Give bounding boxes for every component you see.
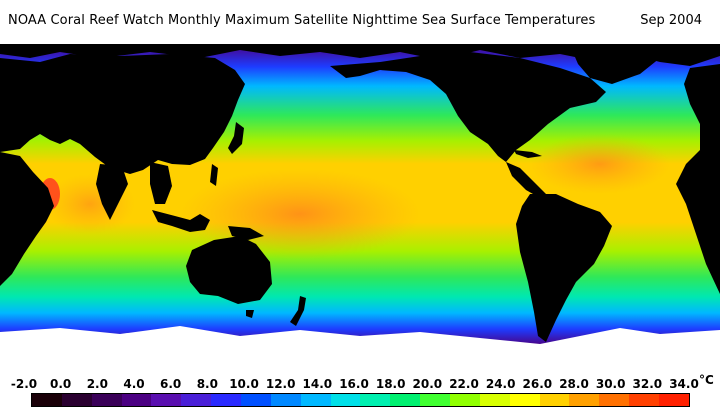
scale-swatch-0 (32, 394, 62, 406)
scale-swatch-12 (390, 394, 421, 406)
scale-tick-label: 26.0 (522, 377, 553, 391)
scale-tick-label: 4.0 (123, 377, 145, 391)
map-title: NOAA Coral Reef Watch Monthly Maximum Sa… (8, 13, 596, 28)
color-scale-legend: -2.0 0.0 2.0 4.0 6.0 8.0 10.0 12.0 14.0 16.0 18.0 2… (0, 368, 720, 411)
scale-swatch-18 (569, 394, 600, 406)
scale-swatch-15 (479, 394, 510, 406)
scale-tick-label: 32.0 (632, 377, 663, 391)
map-date: Sep 2004 (640, 13, 702, 28)
scale-swatch-13 (420, 394, 451, 406)
caribbean-cuba (514, 150, 542, 158)
central-america (506, 162, 546, 198)
landmasses (0, 44, 720, 342)
scale-swatch-11 (360, 394, 391, 406)
alaska-north-america (330, 52, 606, 162)
scale-swatch-8 (270, 394, 301, 406)
antarctic-ice-shelf (0, 326, 720, 368)
scale-swatch-2 (91, 394, 122, 406)
scale-swatch-9 (300, 394, 331, 406)
antarctica-ice (0, 326, 720, 368)
greenland (572, 48, 660, 84)
europe-africa-west (676, 64, 720, 294)
arctic-north-rim (0, 44, 720, 66)
scale-tick-label: 18.0 (375, 377, 406, 391)
color-scale-bar (31, 393, 690, 407)
scale-swatch-16 (509, 394, 540, 406)
scale-tick-label: 34.0 (669, 377, 699, 391)
scale-swatch-1 (61, 394, 92, 406)
scale-tick-label: -2.0 (10, 377, 38, 391)
scale-swatch-20 (629, 394, 660, 406)
australia-landmass (186, 236, 272, 304)
scale-unit-label: °C (699, 373, 714, 387)
scale-swatch-14 (450, 394, 480, 406)
eurasia-landmass (0, 54, 245, 174)
scale-swatch-6 (211, 394, 242, 406)
scale-tick-label: 10.0 (229, 377, 259, 391)
scale-swatch-3 (121, 394, 152, 406)
tasmania (246, 310, 254, 318)
scale-swatch-4 (151, 394, 182, 406)
scale-swatch-19 (599, 394, 630, 406)
scale-tick-label: 0.0 (50, 377, 72, 391)
scale-swatch-17 (539, 394, 570, 406)
scale-tick-label: 12.0 (265, 377, 296, 391)
scale-tick-labels: -2.0 0.0 2.0 4.0 6.0 8.0 10.0 12.0 14.0 16.0 18.0 2… (0, 377, 720, 393)
scale-tick-label: 16.0 (339, 377, 369, 391)
sumatra-borneo (152, 210, 210, 232)
scale-tick-label: 8.0 (196, 377, 218, 391)
warm-pool-atlantic (530, 134, 670, 194)
scale-tick-label: 2.0 (86, 377, 108, 391)
indochina-landmass (150, 162, 172, 204)
sst-world-map (0, 44, 720, 368)
scale-tick-label: 14.0 (302, 377, 333, 391)
scale-swatch-5 (181, 394, 212, 406)
new-zealand (290, 296, 306, 326)
india-landmass (96, 164, 128, 220)
scale-swatch-10 (330, 394, 361, 406)
africa-east-landmass (0, 152, 54, 286)
scale-tick-label: 28.0 (559, 377, 589, 391)
scale-tick-label: 22.0 (449, 377, 479, 391)
scale-swatch-7 (241, 394, 271, 406)
south-america-landmass (516, 194, 612, 342)
scale-tick-label: 6.0 (160, 377, 182, 391)
scale-tick-label: 30.0 (595, 377, 626, 391)
scale-tick-label: 20.0 (412, 377, 443, 391)
title-bar: NOAA Coral Reef Watch Monthly Maximum Sa… (0, 0, 720, 44)
japan-islands (228, 122, 244, 154)
philippines (210, 164, 218, 186)
scale-swatch-21 (659, 394, 689, 406)
scale-tick-label: 24.0 (485, 377, 516, 391)
